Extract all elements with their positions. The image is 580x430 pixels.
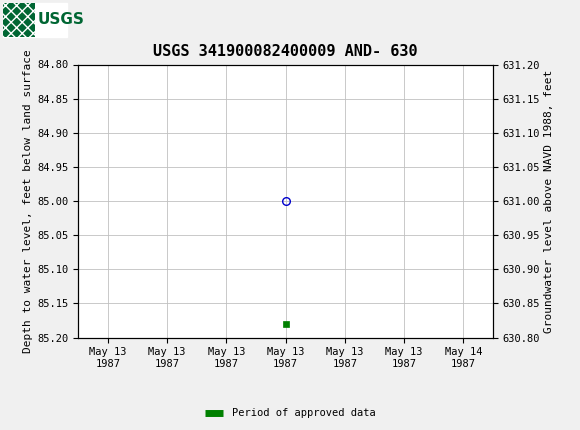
- FancyBboxPatch shape: [3, 3, 67, 37]
- Text: USGS: USGS: [38, 12, 85, 28]
- Title: USGS 341900082400009 AND- 630: USGS 341900082400009 AND- 630: [153, 44, 418, 59]
- Y-axis label: Depth to water level, feet below land surface: Depth to water level, feet below land su…: [23, 49, 33, 353]
- Legend: Period of approved data: Period of approved data: [201, 404, 379, 423]
- FancyBboxPatch shape: [3, 3, 35, 37]
- Y-axis label: Groundwater level above NAVD 1988, feet: Groundwater level above NAVD 1988, feet: [545, 69, 554, 333]
